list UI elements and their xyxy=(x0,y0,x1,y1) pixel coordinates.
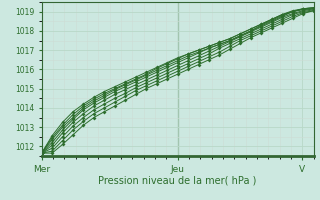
X-axis label: Pression niveau de la mer( hPa ): Pression niveau de la mer( hPa ) xyxy=(99,175,257,185)
